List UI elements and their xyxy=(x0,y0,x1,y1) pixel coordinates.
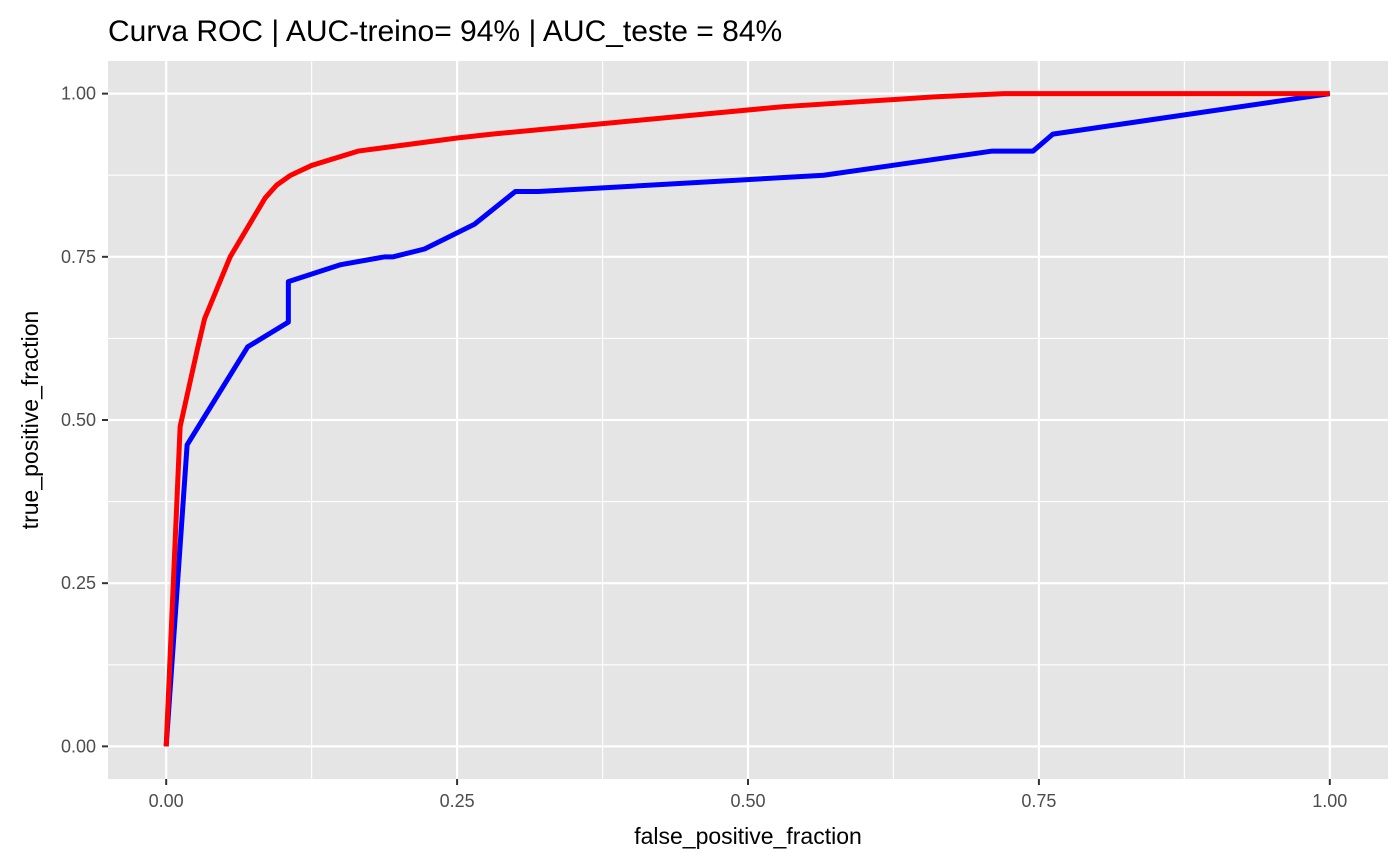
y-tick-label: 0.25 xyxy=(61,573,96,593)
x-axis-ticks: 0.00 0.25 0.50 0.75 1.00 xyxy=(149,779,1347,811)
y-axis-ticks: 0.00 0.25 0.50 0.75 1.00 xyxy=(61,84,108,756)
y-tick-label: 0.50 xyxy=(61,410,96,430)
x-tick-label: 0.75 xyxy=(1021,791,1056,811)
chart-title: Curva ROC | AUC-treino= 94% | AUC_teste … xyxy=(108,15,782,48)
y-tick-label: 0.00 xyxy=(61,736,96,756)
x-axis-title: false_positive_fraction xyxy=(634,823,862,849)
x-tick-label: 1.00 xyxy=(1312,791,1347,811)
x-tick-label: 0.00 xyxy=(149,791,184,811)
series-layer xyxy=(163,91,1331,747)
y-tick-label: 0.75 xyxy=(61,247,96,267)
major-gridlines xyxy=(108,61,1388,779)
y-axis-title: true_positive_fraction xyxy=(17,311,43,530)
x-tick-label: 0.50 xyxy=(730,791,765,811)
x-tick-label: 0.25 xyxy=(440,791,475,811)
series-line-blue xyxy=(163,91,1331,747)
y-tick-label: 1.00 xyxy=(61,84,96,104)
series-line-red xyxy=(163,91,1330,747)
